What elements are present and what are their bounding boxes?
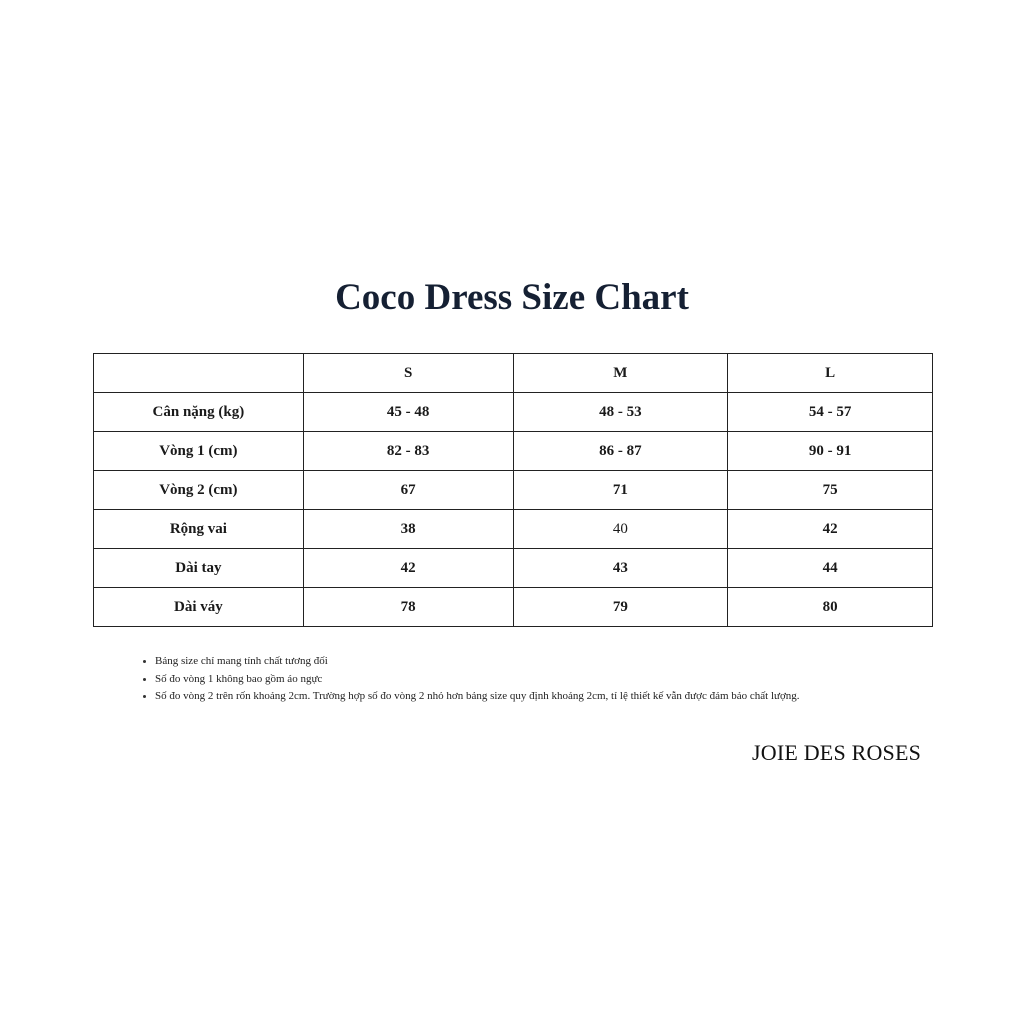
table-row: Cân nặng (kg) 45 - 48 48 - 53 54 - 57 xyxy=(93,392,933,432)
header-size-s: S xyxy=(302,353,514,393)
value-cell: 67 xyxy=(302,470,514,510)
row-label: Vòng 2 (cm) xyxy=(93,470,304,510)
value-cell: 71 xyxy=(512,470,729,510)
row-label: Rộng vai xyxy=(93,509,304,549)
value-cell: 42 xyxy=(727,509,933,549)
row-label: Cân nặng (kg) xyxy=(93,392,304,432)
row-label: Dài tay xyxy=(93,548,304,588)
value-cell: 45 - 48 xyxy=(302,392,514,432)
value-cell: 86 - 87 xyxy=(512,431,729,471)
notes-list: Bảng size chỉ mang tính chất tương đối S… xyxy=(143,653,800,706)
value-cell: 78 xyxy=(302,587,514,627)
table-row: Vòng 1 (cm) 82 - 83 86 - 87 90 - 91 xyxy=(93,431,933,471)
value-cell: 75 xyxy=(727,470,933,510)
table-row: Rộng vai 38 40 42 xyxy=(93,509,933,549)
header-size-m: M xyxy=(512,353,729,393)
value-cell: 54 - 57 xyxy=(727,392,933,432)
value-cell: 80 xyxy=(727,587,933,627)
value-cell: 90 - 91 xyxy=(727,431,933,471)
header-blank-cell xyxy=(93,353,304,393)
row-label: Dài váy xyxy=(93,587,304,627)
table-row: Dài váy 78 79 80 xyxy=(93,587,933,627)
size-table: S M L Cân nặng (kg) 45 - 48 48 - 53 54 - 57 Vòn… xyxy=(93,353,933,627)
table-row: Dài tay 42 43 44 xyxy=(93,548,933,588)
note-item: Số đo vòng 1 không bao gồm áo ngực xyxy=(143,671,800,689)
value-cell: 44 xyxy=(727,548,933,588)
value-cell: 48 - 53 xyxy=(512,392,729,432)
row-label: Vòng 1 (cm) xyxy=(93,431,304,471)
brand-name: JOIE DES ROSES xyxy=(752,740,922,765)
value-cell: 43 xyxy=(512,548,729,588)
page-title: Coco Dress Size Chart xyxy=(335,277,689,318)
header-size-l: L xyxy=(727,353,933,393)
note-item: Bảng size chỉ mang tính chất tương đối xyxy=(143,653,800,671)
value-cell: 38 xyxy=(302,509,514,549)
table-row: Vòng 2 (cm) 67 71 75 xyxy=(93,470,933,510)
note-item: Số đo vòng 2 trên rốn khoảng 2cm. Trường… xyxy=(143,688,800,706)
value-cell: 79 xyxy=(512,587,729,627)
value-cell: 82 - 83 xyxy=(302,431,514,471)
value-cell: 40 xyxy=(512,509,729,549)
value-cell: 42 xyxy=(302,548,514,588)
